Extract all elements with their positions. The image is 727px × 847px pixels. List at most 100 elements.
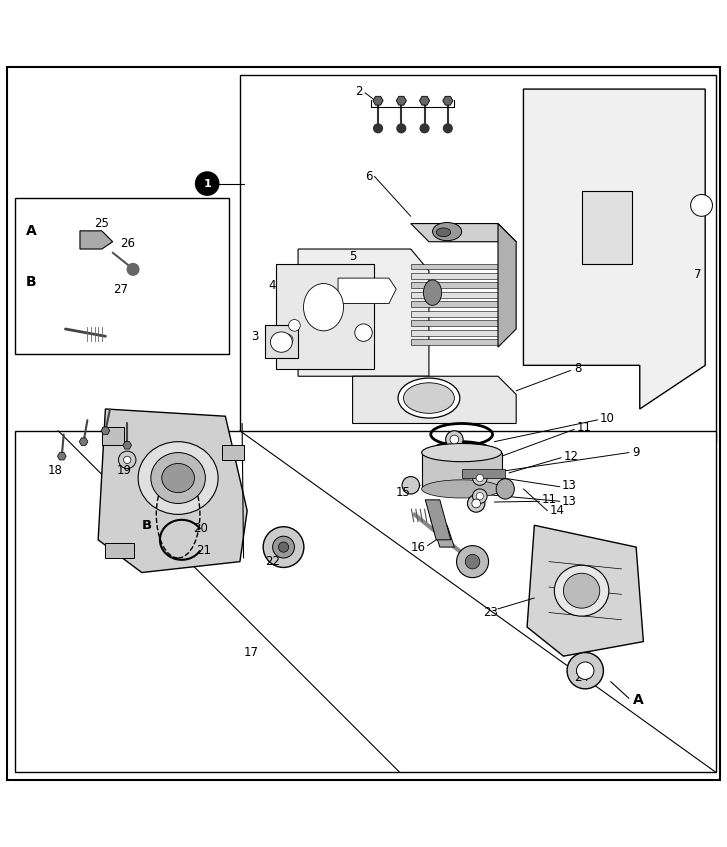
Polygon shape <box>276 263 374 369</box>
Text: 19: 19 <box>116 464 132 477</box>
Circle shape <box>420 124 429 133</box>
Ellipse shape <box>563 573 600 608</box>
Polygon shape <box>265 325 298 358</box>
Ellipse shape <box>436 228 451 236</box>
Circle shape <box>273 536 294 558</box>
Circle shape <box>196 172 219 195</box>
Text: 20: 20 <box>193 523 207 535</box>
Text: B: B <box>142 518 152 532</box>
Text: 4: 4 <box>269 279 276 292</box>
Bar <box>240 75 716 441</box>
Polygon shape <box>411 329 498 335</box>
Ellipse shape <box>496 479 514 499</box>
Ellipse shape <box>403 383 454 413</box>
Polygon shape <box>411 311 498 317</box>
Text: 21: 21 <box>196 545 212 557</box>
Circle shape <box>443 124 452 133</box>
Bar <box>582 191 632 263</box>
Text: 12: 12 <box>563 450 579 462</box>
Polygon shape <box>411 302 498 307</box>
Text: 15: 15 <box>396 486 411 499</box>
Text: 6: 6 <box>365 169 372 183</box>
Circle shape <box>119 451 136 468</box>
Text: 9: 9 <box>632 446 640 459</box>
Polygon shape <box>411 339 498 345</box>
Polygon shape <box>123 441 132 449</box>
Polygon shape <box>419 97 430 105</box>
Text: 11: 11 <box>577 421 592 434</box>
Text: A: A <box>632 693 643 706</box>
Ellipse shape <box>270 332 292 352</box>
Circle shape <box>476 474 483 482</box>
Polygon shape <box>79 438 88 446</box>
Ellipse shape <box>161 463 194 493</box>
Text: 13: 13 <box>562 495 577 508</box>
Polygon shape <box>411 273 498 279</box>
Ellipse shape <box>398 378 459 418</box>
Circle shape <box>476 493 483 500</box>
Bar <box>102 427 124 446</box>
Polygon shape <box>353 376 516 424</box>
Circle shape <box>577 662 594 679</box>
Circle shape <box>263 527 304 567</box>
Ellipse shape <box>150 452 205 503</box>
Text: 13: 13 <box>562 479 577 492</box>
Circle shape <box>450 435 459 444</box>
Text: 26: 26 <box>120 237 135 251</box>
Ellipse shape <box>422 480 502 498</box>
Polygon shape <box>527 525 643 656</box>
Bar <box>462 469 505 478</box>
Text: 24: 24 <box>574 672 590 684</box>
Circle shape <box>402 477 419 494</box>
Polygon shape <box>433 525 454 547</box>
Polygon shape <box>57 452 66 460</box>
Text: 5: 5 <box>349 250 356 263</box>
Text: 18: 18 <box>47 464 62 477</box>
Polygon shape <box>411 224 516 241</box>
Polygon shape <box>411 292 498 298</box>
Polygon shape <box>338 278 396 303</box>
Circle shape <box>446 431 463 448</box>
Polygon shape <box>411 320 498 326</box>
Text: 27: 27 <box>113 283 128 296</box>
Text: 25: 25 <box>95 217 109 230</box>
Ellipse shape <box>303 284 343 331</box>
Bar <box>15 198 229 354</box>
Circle shape <box>691 195 712 216</box>
Circle shape <box>457 545 489 578</box>
Text: 2: 2 <box>356 85 363 97</box>
Text: 1: 1 <box>204 179 211 189</box>
Circle shape <box>473 471 487 485</box>
Circle shape <box>465 554 480 569</box>
Polygon shape <box>411 263 498 269</box>
Text: 3: 3 <box>251 329 258 343</box>
Text: 7: 7 <box>694 268 702 281</box>
Circle shape <box>278 542 289 552</box>
Polygon shape <box>443 97 453 105</box>
Circle shape <box>281 334 293 346</box>
Circle shape <box>473 489 487 503</box>
Polygon shape <box>411 282 498 288</box>
Text: 10: 10 <box>600 412 614 425</box>
Polygon shape <box>98 409 247 573</box>
Circle shape <box>127 263 139 275</box>
Polygon shape <box>498 224 516 347</box>
Text: B: B <box>25 274 36 289</box>
Circle shape <box>467 495 485 512</box>
Circle shape <box>355 324 372 341</box>
Text: 8: 8 <box>574 363 582 375</box>
Ellipse shape <box>422 444 502 462</box>
Text: 17: 17 <box>244 646 259 659</box>
Text: 14: 14 <box>550 504 565 518</box>
Circle shape <box>472 499 481 508</box>
Circle shape <box>374 124 382 133</box>
Bar <box>105 544 134 558</box>
Text: 23: 23 <box>483 606 498 619</box>
Text: A: A <box>25 224 36 238</box>
Text: 16: 16 <box>410 540 425 554</box>
Polygon shape <box>373 97 383 105</box>
Text: 11: 11 <box>542 493 557 507</box>
Bar <box>222 446 244 460</box>
Ellipse shape <box>554 565 608 616</box>
Polygon shape <box>523 89 705 409</box>
